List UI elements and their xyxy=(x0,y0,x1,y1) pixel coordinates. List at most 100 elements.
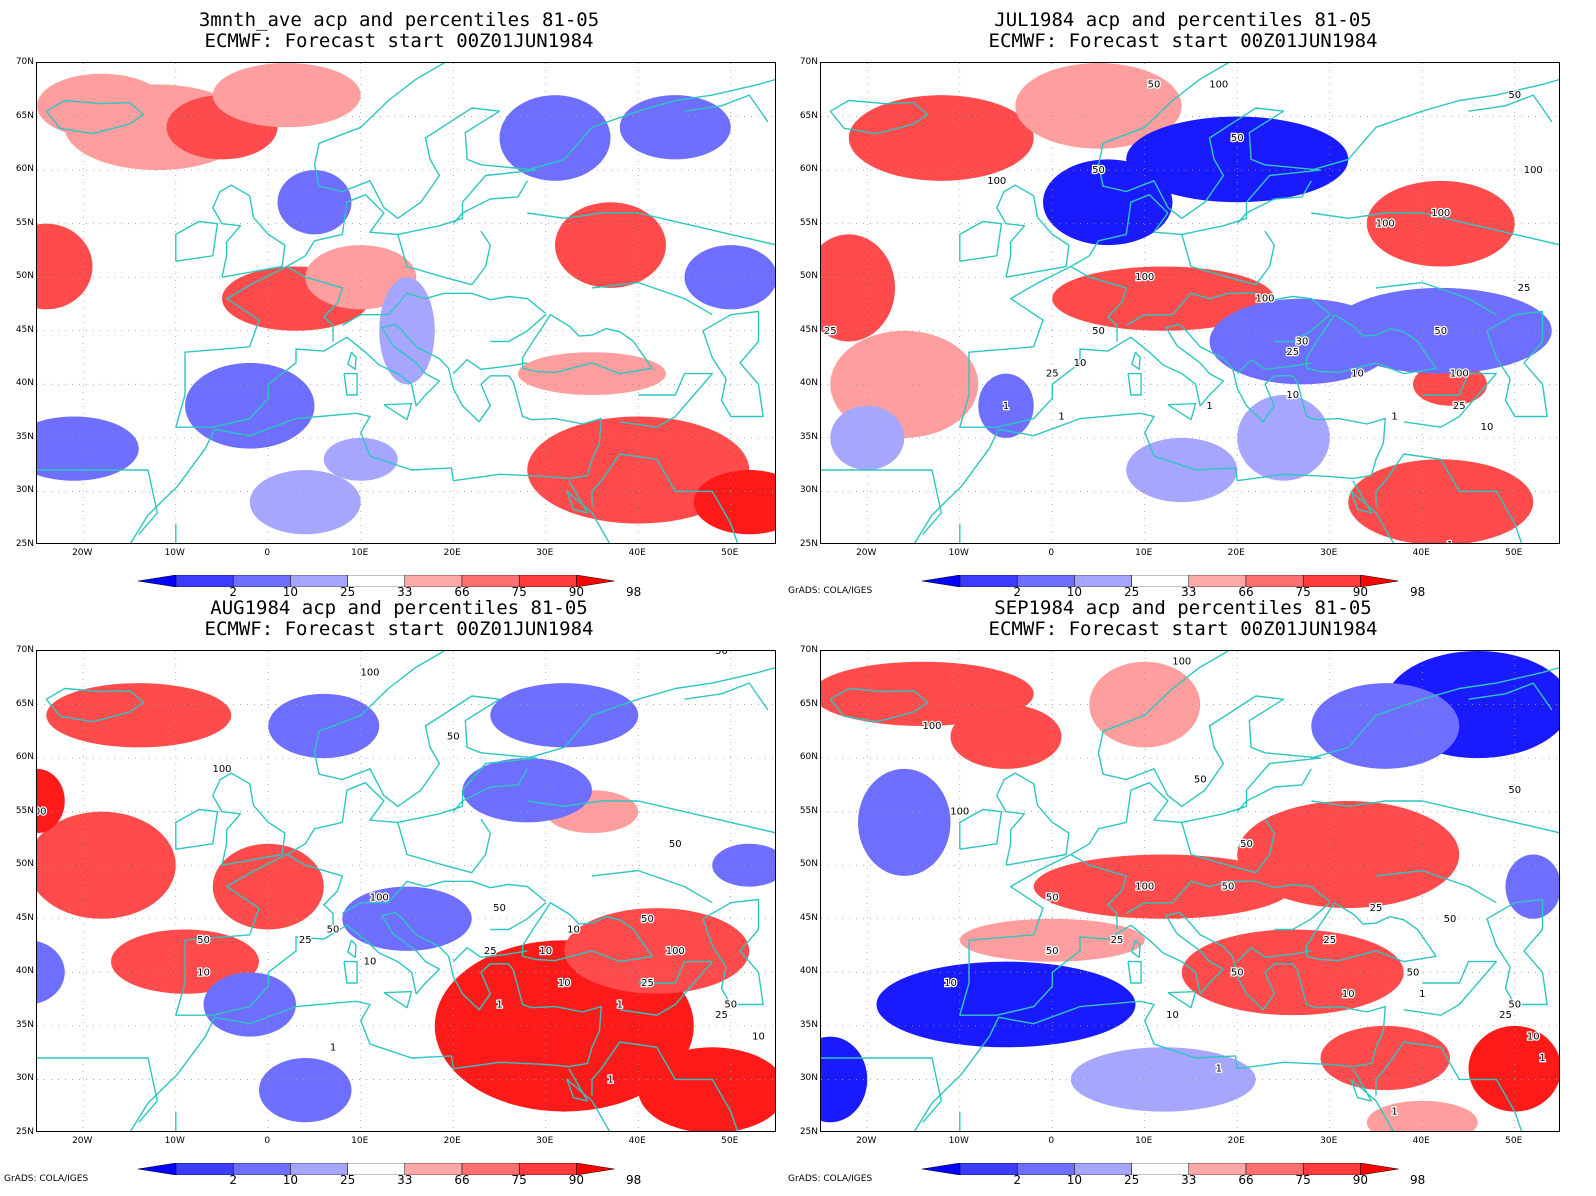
coastline xyxy=(37,469,159,535)
lat-tick-label: 70N xyxy=(15,645,34,655)
coastline xyxy=(1305,901,1437,963)
lon-tick-label: 30E xyxy=(536,548,554,558)
lat-tick-label: 35N xyxy=(15,1019,34,1030)
colorbar-tick-label: 66 xyxy=(1238,1173,1254,1187)
lat-tick-label: 40N xyxy=(799,966,818,977)
coastlines xyxy=(821,63,1559,543)
lat-tick-label: 50N xyxy=(799,271,818,282)
coastline xyxy=(527,666,775,759)
coastline xyxy=(175,1111,177,1131)
shaded-region xyxy=(46,683,232,748)
map-svg: 1 1 1 10 25 25 50 100 100 10 50 100 25 10 1 1 100 100 100 5… xyxy=(821,63,1559,543)
colorbar xyxy=(137,1160,670,1176)
coastline xyxy=(527,78,775,171)
contour-label: 50 xyxy=(1407,967,1420,978)
lon-tick-label: 10W xyxy=(164,1136,185,1146)
contour-label: 1 xyxy=(1391,411,1397,422)
lat-tick-label: 35N xyxy=(799,1019,818,1030)
panel-title-line1: SEP1984 acp and percentiles 81-05 xyxy=(994,597,1372,619)
colorbar-tick-label: 10 xyxy=(282,1173,299,1187)
coastline xyxy=(913,911,1386,1131)
lat-tick-label: 35N xyxy=(799,431,818,442)
coastline xyxy=(1131,939,1141,958)
lat-tick-label: 55N xyxy=(15,217,34,228)
colorbar-tick-label: 98 xyxy=(625,585,642,599)
coastline xyxy=(1375,281,1497,316)
coastline xyxy=(347,939,357,958)
coastline xyxy=(1236,947,1312,963)
coastline xyxy=(1181,818,1275,874)
contour-label: 50 xyxy=(1240,839,1253,850)
coastline xyxy=(452,359,528,375)
contour-label: 100 xyxy=(1524,165,1543,176)
coastline xyxy=(1167,402,1197,421)
lat-tick-label: 70N xyxy=(799,645,818,655)
coastline xyxy=(212,772,286,866)
coastline xyxy=(397,818,491,874)
lon-tick-label: 0 xyxy=(264,548,271,558)
colorbar-tick-label: 90 xyxy=(568,1173,585,1187)
contour-label: 25 xyxy=(1499,1010,1512,1021)
coastline xyxy=(1311,800,1559,834)
shaded-region xyxy=(1505,854,1559,919)
lat-tick-label: 70N xyxy=(799,57,818,67)
contour-label: 50 xyxy=(1194,775,1207,786)
colorbar-tick-label: 33 xyxy=(397,585,413,599)
shaded-region xyxy=(1089,661,1201,748)
contour-label: 50 xyxy=(1148,79,1161,90)
coastline xyxy=(566,480,611,543)
contour-label: 10 xyxy=(752,1032,765,1043)
lon-tick-label: 50E xyxy=(721,548,739,558)
lat-tick-label: 30N xyxy=(799,1073,818,1084)
coastline xyxy=(383,990,413,1009)
colorbar xyxy=(921,1160,1454,1176)
lon-tick-label: 0 xyxy=(1048,1136,1055,1146)
contour-label: 1 xyxy=(1391,1107,1397,1118)
lon-tick-label: 20W xyxy=(72,548,93,558)
lat-tick-label: 55N xyxy=(799,217,818,228)
contour-label: 10 xyxy=(1342,989,1355,1000)
coastline xyxy=(175,63,538,428)
shaded-region xyxy=(1043,159,1173,246)
lon-tick-label: 20W xyxy=(856,548,877,558)
lat-tick-label: 25N xyxy=(15,1127,34,1137)
lon-tick-label: 10E xyxy=(1135,548,1153,558)
shaded-region xyxy=(379,277,435,385)
credit-label: GrADS: COLA/IGES xyxy=(788,586,873,596)
coastline xyxy=(175,651,538,1016)
shading-layer xyxy=(821,63,1552,543)
coastline xyxy=(286,853,343,930)
lat-tick-label: 40N xyxy=(15,966,34,977)
coastline xyxy=(591,869,713,904)
contour-label: 100 xyxy=(1431,208,1450,219)
shaded-region xyxy=(277,170,352,235)
coastline xyxy=(1375,1041,1523,1131)
shaded-region xyxy=(518,352,666,396)
contour-label: 100 xyxy=(666,946,685,957)
map-plot-area: 1 1 1 10 25 25 50 100 100 10 50 100 25 10 1 1 100 100 100 5… xyxy=(820,62,1560,544)
contour-label: 1 xyxy=(1216,1064,1222,1075)
contour-label: 10 xyxy=(1286,390,1299,401)
coastlines xyxy=(821,651,1559,1131)
coastline xyxy=(1070,853,1127,930)
lon-tick-label: 0 xyxy=(1048,548,1055,558)
lat-tick-label: 40N xyxy=(799,378,818,389)
colorbar-tick-label: 2 xyxy=(1013,585,1021,599)
lon-tick-label: 50E xyxy=(721,1136,739,1146)
coastline xyxy=(397,230,491,286)
contour-label: 25 xyxy=(1453,401,1466,412)
colorbar-tick-label: 66 xyxy=(454,1173,470,1187)
contour-label: 50 xyxy=(724,999,737,1010)
colorbar-segment xyxy=(1360,574,1399,588)
shaded-region xyxy=(259,1058,352,1123)
lon-tick-label: 30E xyxy=(1320,1136,1338,1146)
contour-label: 50 xyxy=(1434,326,1447,337)
lon-tick-label: 10E xyxy=(1135,1136,1153,1146)
colorbar-segment xyxy=(137,574,177,588)
map-plot-area xyxy=(36,62,776,544)
lat-tick-label: 60N xyxy=(15,164,34,175)
lon-tick-label: 40E xyxy=(1412,548,1430,558)
lat-tick-label: 45N xyxy=(799,912,818,923)
coastline xyxy=(212,184,286,278)
coastline xyxy=(1274,902,1331,931)
